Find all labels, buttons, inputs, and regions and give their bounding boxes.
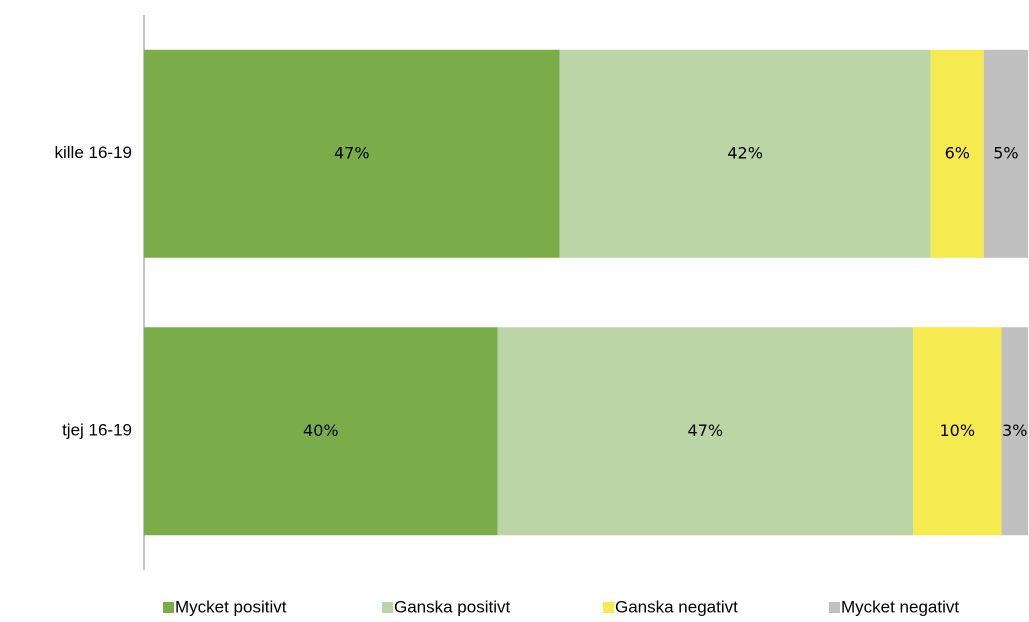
bar-segment [144,49,560,258]
bar-segment [1001,327,1028,536]
bar-segment [930,49,984,258]
value-label: 6% [945,143,970,162]
legend-swatch [163,602,174,613]
value-label: 40% [303,421,339,440]
value-label: 5% [993,143,1018,162]
bar-segment [983,49,1028,258]
legend-label: Mycket negativt [841,597,959,616]
bar-segment [559,49,931,258]
legend-label: Ganska positivt [394,597,510,616]
value-label: 10% [939,421,975,440]
bar-segment [144,327,498,536]
bar-segment [497,327,914,536]
value-label: 3% [1002,421,1027,440]
legend-swatch [382,602,393,613]
y-tick-label: kille 16-19 [55,143,133,162]
value-label: 47% [334,143,370,162]
legend-swatch [603,602,614,613]
legend-label: Ganska negativt [615,597,738,616]
value-label: 42% [727,143,763,162]
legend-label: Mycket positivt [175,597,287,616]
legend-swatch [829,602,840,613]
value-label: 47% [688,421,724,440]
y-tick-label: tjej 16-19 [62,421,132,440]
bar-segment [913,327,1002,536]
